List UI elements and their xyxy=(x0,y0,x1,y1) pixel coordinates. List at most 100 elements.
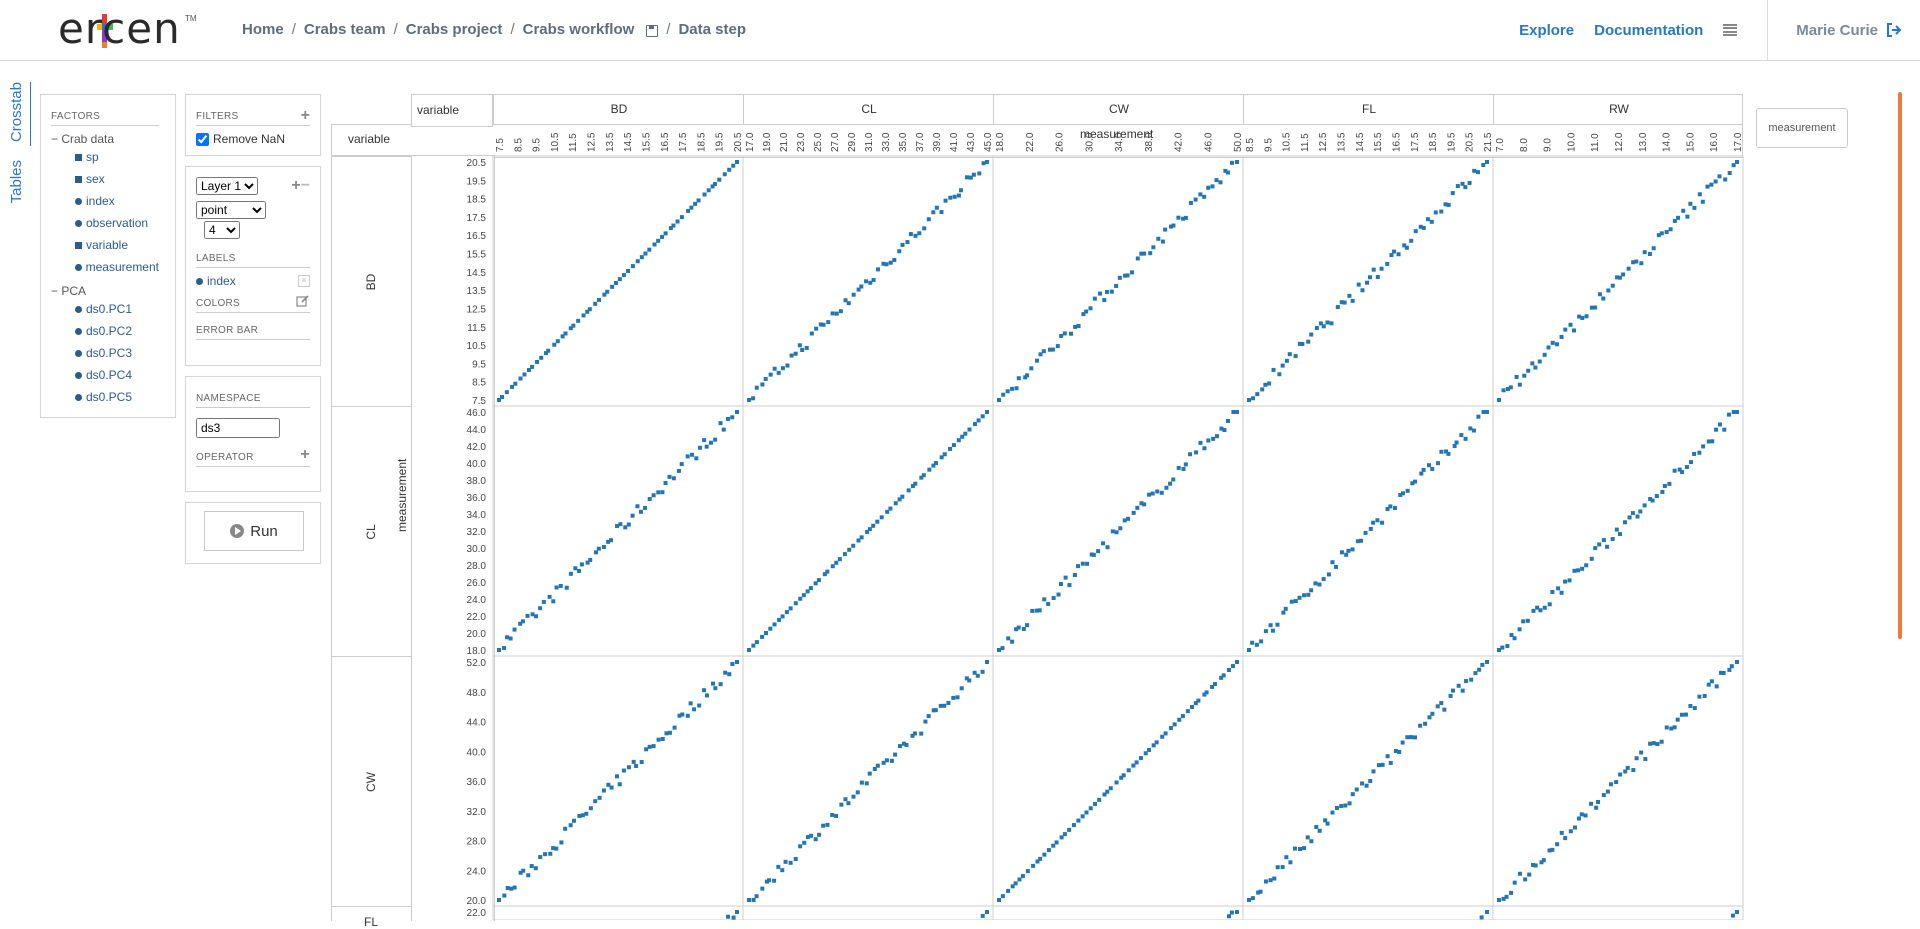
tercen-logo[interactable] xyxy=(48,6,198,56)
factor-item-sp[interactable]: sp xyxy=(75,146,159,168)
scatter-point xyxy=(1247,398,1251,402)
scatter-point xyxy=(644,747,649,752)
scatter-point xyxy=(798,844,803,849)
scatter-point xyxy=(1514,374,1519,379)
factor-item-index[interactable]: index xyxy=(75,190,159,212)
scatter-point xyxy=(923,719,928,724)
factor-item-ds0-pc4[interactable]: ds0.PC4 xyxy=(75,364,159,386)
breadcrumb-workflow[interactable]: Crabs workflow xyxy=(522,21,635,38)
scatter-point xyxy=(913,481,918,486)
scatter-point xyxy=(1697,694,1702,699)
scatter-point xyxy=(808,586,813,591)
scatter-point xyxy=(1423,721,1428,726)
orange-scroll-bar[interactable] xyxy=(1898,92,1902,639)
row-header-bd[interactable]: BD xyxy=(331,156,411,407)
factor-item-ds0-pc2[interactable]: ds0.PC2 xyxy=(75,320,159,342)
scatter-point xyxy=(1385,261,1390,266)
scatter-point xyxy=(1450,191,1455,196)
row-header-cw[interactable]: CW xyxy=(331,656,411,907)
factor-item-measurement[interactable]: measurement xyxy=(75,256,159,278)
geom-select[interactable]: point xyxy=(196,201,266,219)
remove-label-icon[interactable]: × xyxy=(298,275,310,287)
scatter-point xyxy=(1121,773,1126,778)
layer-add-remove-icons[interactable]: +− xyxy=(291,177,310,194)
scatter-point xyxy=(1088,806,1093,811)
edit-colors-icon[interactable] xyxy=(296,294,310,308)
scatter-point xyxy=(931,463,936,468)
row-header-fl[interactable]: FL xyxy=(331,906,411,929)
factor-item-variable[interactable]: variable xyxy=(75,234,159,256)
scatter-point xyxy=(502,646,507,651)
scatter-point xyxy=(546,348,551,353)
scatter-point xyxy=(697,703,702,708)
scatter-point xyxy=(1448,693,1453,698)
factor-item-observation[interactable]: observation xyxy=(75,212,159,234)
scatter-point xyxy=(1601,793,1606,798)
scatter-point xyxy=(558,584,563,589)
tab-crosstab[interactable]: Crosstab xyxy=(8,82,25,143)
row-header-cl[interactable]: CL xyxy=(331,406,411,657)
scatter-point xyxy=(1339,803,1344,808)
remove-nan-option[interactable]: Remove NaN xyxy=(196,132,310,146)
measurement-pill[interactable]: measurement xyxy=(1756,108,1848,148)
factor-item-ds0-pc5[interactable]: ds0.PC5 xyxy=(75,386,159,408)
scatter-point xyxy=(1202,194,1207,199)
scatter-point xyxy=(864,781,869,786)
factor-item-ds0-pc3[interactable]: ds0.PC3 xyxy=(75,342,159,364)
user-name[interactable]: Marie Curie xyxy=(1796,21,1878,39)
run-button[interactable]: Run xyxy=(204,511,304,551)
col-factor-cell[interactable]: variable xyxy=(411,94,493,127)
scatter-point xyxy=(865,529,870,534)
layer-select[interactable]: Layer 1 xyxy=(196,177,258,195)
add-filter-plus-icon[interactable]: + xyxy=(300,107,310,124)
scatter-point xyxy=(1723,177,1728,182)
column-header-bd[interactable]: BD xyxy=(493,94,744,125)
scatter-point xyxy=(1692,706,1697,711)
scatter-point xyxy=(1568,322,1573,327)
scatter-point xyxy=(856,538,861,543)
scatter-point xyxy=(1421,467,1426,472)
scatter-point xyxy=(1554,342,1559,347)
factor-group-crab-data[interactable]: − Crab data xyxy=(51,132,115,146)
scatter-point xyxy=(784,610,789,615)
breadcrumb-home[interactable]: Home xyxy=(242,21,284,38)
column-header-fl[interactable]: FL xyxy=(1243,94,1494,125)
scatter-point xyxy=(1542,352,1547,357)
scatter-point xyxy=(1717,422,1722,427)
column-header-cw[interactable]: CW xyxy=(993,94,1244,125)
remove-nan-checkbox[interactable] xyxy=(196,132,209,146)
factor-group-pca[interactable]: − PCA xyxy=(51,284,87,298)
scatter-point xyxy=(1108,786,1113,791)
scatter-point xyxy=(1010,884,1015,889)
factor-item-ds0-pc1[interactable]: ds0.PC1 xyxy=(75,298,159,320)
facet-cell xyxy=(742,655,994,907)
scatter-point xyxy=(1530,361,1535,366)
factor-item-sex[interactable]: sex xyxy=(75,168,159,190)
documentation-link[interactable]: Documentation xyxy=(1594,21,1704,39)
scatter-point xyxy=(980,414,985,419)
size-select[interactable]: 4 xyxy=(204,221,240,239)
breadcrumb-team[interactable]: Crabs team xyxy=(303,21,386,38)
scatter-point xyxy=(1114,530,1119,535)
scatter-point xyxy=(1283,606,1288,611)
save-icon[interactable] xyxy=(646,24,659,37)
scatter-point xyxy=(1650,498,1655,503)
scatter-point xyxy=(1068,331,1073,336)
column-header-cl[interactable]: CL xyxy=(743,94,994,125)
column-header-rw[interactable]: RW xyxy=(1493,94,1744,125)
row-factor-label[interactable]: variable xyxy=(348,132,391,146)
logout-icon[interactable] xyxy=(1886,23,1902,37)
namespace-input[interactable] xyxy=(196,418,280,438)
facet-cell xyxy=(1492,155,1744,407)
add-operator-plus-icon[interactable]: + xyxy=(300,446,310,463)
breadcrumb-project[interactable]: Crabs project xyxy=(405,21,503,38)
scatter-point xyxy=(859,535,864,540)
scatter-point xyxy=(1684,465,1689,470)
scatter-point xyxy=(1559,830,1564,835)
scatter-point xyxy=(1247,898,1251,902)
tab-tables[interactable]: Tables xyxy=(8,160,25,204)
explore-link[interactable]: Explore xyxy=(1519,21,1575,39)
label-item-index[interactable]: index × xyxy=(196,274,310,288)
scatter-point xyxy=(593,301,598,306)
hamburger-menu-icon[interactable] xyxy=(1723,24,1738,36)
